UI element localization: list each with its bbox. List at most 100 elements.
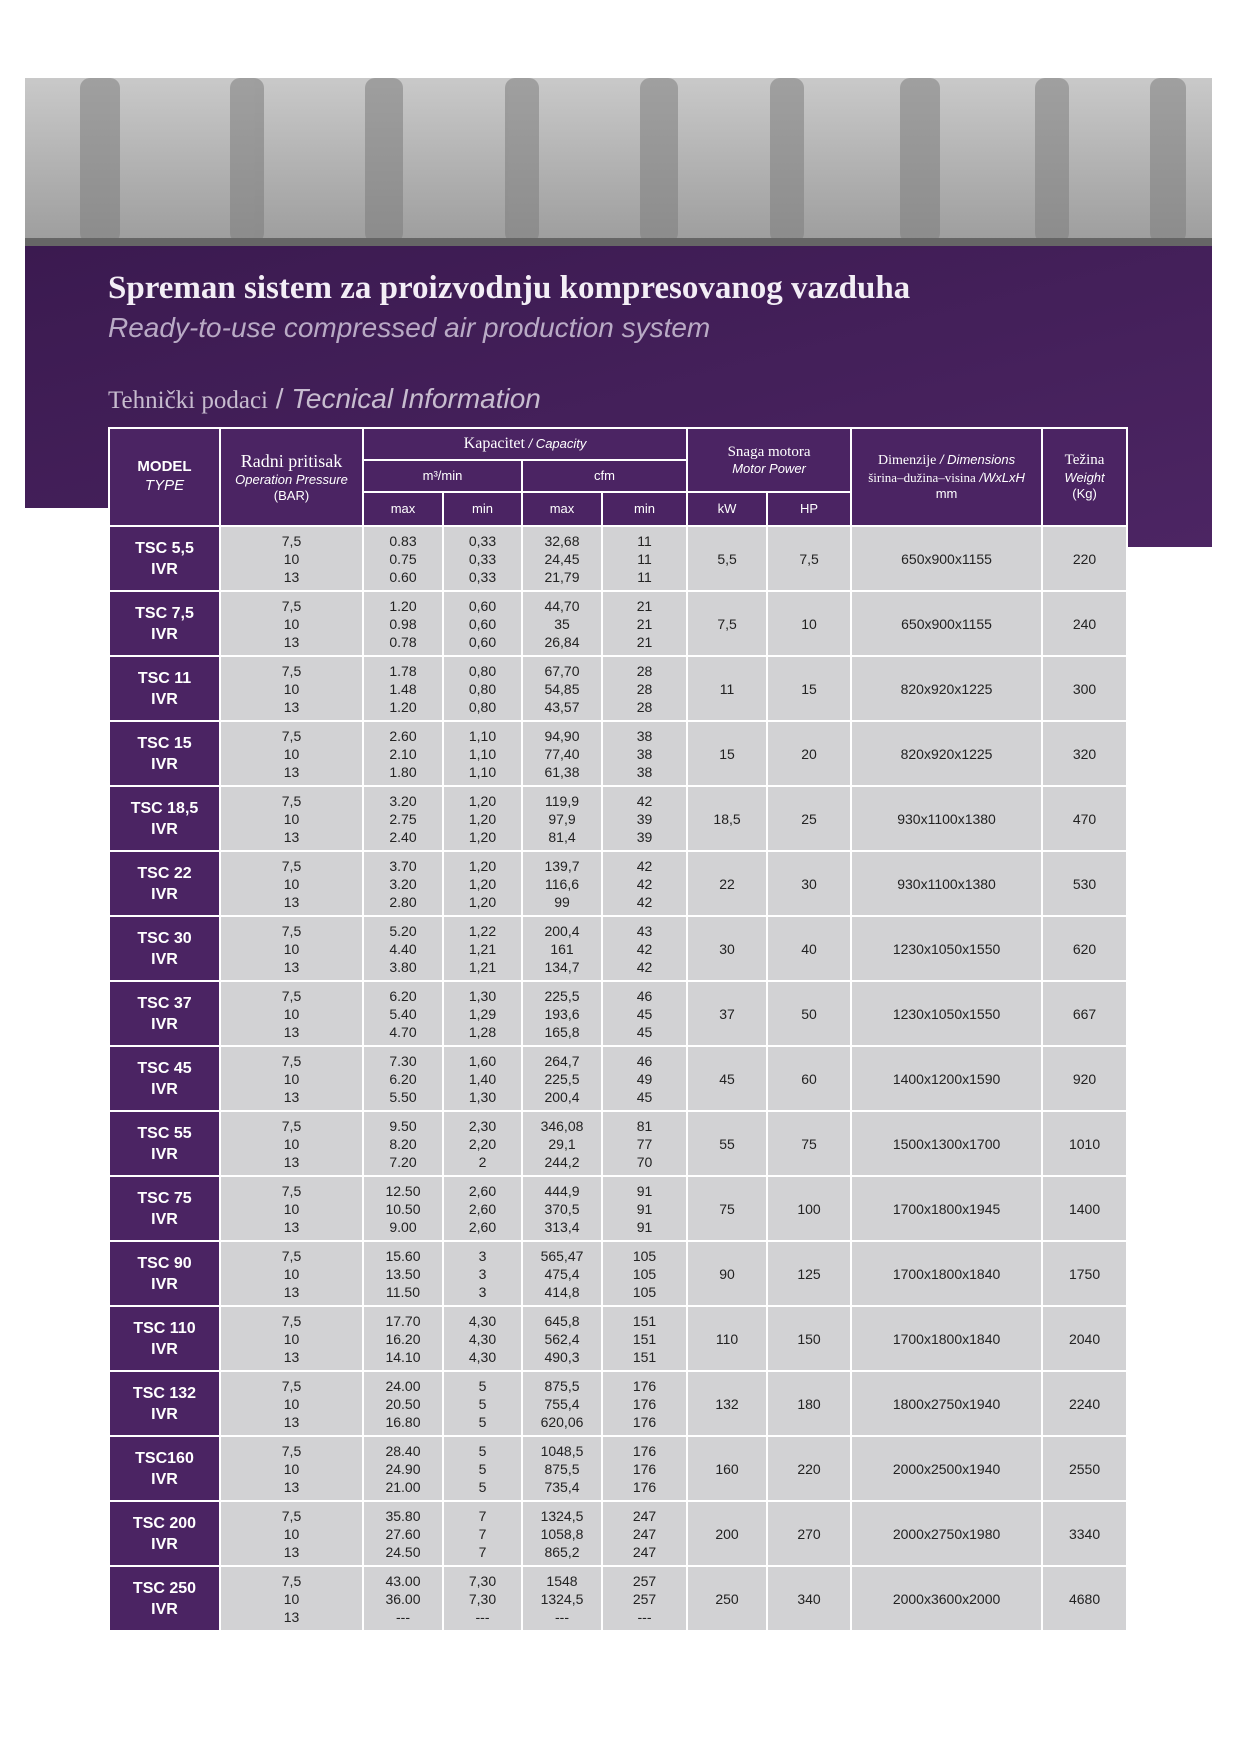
- cell-line: 2,30: [468, 1117, 497, 1134]
- cfm-min-cell: 38 38 38: [600, 720, 689, 787]
- cell-line: 1324,5: [540, 1507, 584, 1524]
- cell-line: 49: [636, 1070, 653, 1087]
- power-header: Snaga motora Motor Power: [686, 427, 853, 493]
- pressure-cell: 7,5 10 13: [219, 525, 364, 592]
- cell-line: 10: [283, 875, 300, 892]
- dims-header: Dimenzije / Dimensions širina–dužina–visi…: [850, 427, 1044, 527]
- cell-line: 7,30: [468, 1590, 497, 1607]
- cell-line: 42: [636, 958, 653, 975]
- table-row: TSC 75 IVR 7,5 10 13 12.50 10.50 9.00 2,60 2,60 2,…: [108, 1175, 1129, 1242]
- cell-line: 21: [636, 633, 653, 650]
- table-body: TSC 5,5 IVR 7,5 10 13 0.83 0.75 0.60 0,33 0,33 0,3…: [108, 525, 1129, 1632]
- model-line: TSC 37: [137, 994, 192, 1012]
- table-row: TSC 18,5 IVR 7,5 10 13 3.20 2.75 2.40 1,20 1,20 1,…: [108, 785, 1129, 852]
- pressure-cell: 7,5 10 13: [219, 1305, 364, 1372]
- m3-max-cell: 2.60 2.10 1.80: [362, 720, 444, 787]
- weight-cell: 240: [1041, 590, 1129, 657]
- cell-line: 44,70: [544, 597, 580, 614]
- cell-line: 13: [283, 568, 300, 585]
- cfm-min-cell: 247 247 247: [600, 1500, 689, 1567]
- cell-line: 10: [283, 550, 300, 567]
- cell-line: 11: [637, 532, 652, 549]
- kw-cell: 22: [686, 850, 769, 917]
- cell-line: 77,40: [544, 745, 580, 762]
- weight-cell: 3340: [1041, 1500, 1129, 1567]
- cell-line: 2.80: [389, 893, 417, 910]
- cfm-max-cell: 1324,5 1058,8 865,2: [521, 1500, 603, 1567]
- cell-line: 28: [636, 662, 653, 679]
- pressure-cell: 7,5 10 13: [219, 785, 364, 852]
- cell-line: 45: [636, 1023, 653, 1040]
- weight-cell: 220: [1041, 525, 1129, 592]
- cell-line: 151: [632, 1312, 657, 1329]
- cell-line: 2,60: [468, 1200, 497, 1217]
- cell-line: 3: [478, 1283, 487, 1300]
- cell-line: 151: [632, 1330, 657, 1347]
- cell-line: 42: [636, 792, 653, 809]
- cfm-max-cell: 94,90 77,40 61,38: [521, 720, 603, 787]
- weight-cell: 620: [1041, 915, 1129, 982]
- cell-line: 0,80: [468, 698, 497, 715]
- cell-line: 414,8: [544, 1283, 580, 1300]
- capacity-sr: Kapacitet: [463, 435, 525, 452]
- m3-min-cell: 0,80 0,80 0,80: [442, 655, 523, 722]
- cell-line: 139,7: [544, 857, 580, 874]
- weight-cell: 470: [1041, 785, 1129, 852]
- cfm-min-cell: 42 42 42: [600, 850, 689, 917]
- cell-line: 45: [636, 1005, 653, 1022]
- cell-line: 2,20: [468, 1135, 497, 1152]
- section-en: Tecnical Information: [291, 383, 541, 414]
- hp-cell: 30: [766, 850, 853, 917]
- cell-line: 7,5: [281, 1312, 302, 1329]
- model-line: IVR: [151, 1015, 178, 1033]
- m3-min-cell: 0,60 0,60 0,60: [442, 590, 523, 657]
- cell-line: 0,60: [468, 633, 497, 650]
- cell-line: 10: [283, 1590, 300, 1607]
- m3-max-cell: 17.70 16.20 14.10: [362, 1305, 444, 1372]
- dims-cell: 820x920x1225: [850, 655, 1044, 722]
- cfm-min-cell: 81 77 70: [600, 1110, 689, 1177]
- cfm-max-cell: 346,08 29,1 244,2: [521, 1110, 603, 1177]
- cell-line: 21,79: [544, 568, 580, 585]
- model-line: TSC 90: [137, 1254, 192, 1272]
- model-line: IVR: [151, 1600, 178, 1618]
- cell-line: 134,7: [544, 958, 580, 975]
- cell-line: 21: [636, 615, 653, 632]
- cell-line: 16.80: [385, 1413, 421, 1430]
- cell-line: 15.60: [385, 1247, 421, 1264]
- weight-cell: 2240: [1041, 1370, 1129, 1437]
- cell-line: 7,5: [281, 1377, 302, 1394]
- cell-line: 1,20: [468, 893, 497, 910]
- kw-cell: 45: [686, 1045, 769, 1112]
- cell-line: 200,4: [544, 922, 580, 939]
- cell-line: 4.40: [389, 940, 417, 957]
- cell-line: 70: [636, 1153, 653, 1170]
- cell-line: 39: [636, 810, 653, 827]
- cell-line: 5: [478, 1413, 487, 1430]
- hp-cell: 125: [766, 1240, 853, 1307]
- pressure-cell: 7,5 10 13: [219, 980, 364, 1047]
- power-en: Motor Power: [732, 461, 806, 477]
- dims-cell: 1700x1800x1840: [850, 1305, 1044, 1372]
- model-line: IVR: [151, 560, 178, 578]
- weight-header: Težina Weight (Kg): [1041, 427, 1129, 527]
- model-cell: TSC 22 IVR: [108, 850, 221, 917]
- cell-line: 13: [283, 763, 300, 780]
- m3-max-cell: 24.00 20.50 16.80: [362, 1370, 444, 1437]
- cell-line: 7,5: [281, 727, 302, 744]
- subtitle: Ready-to-use compressed air production s…: [108, 312, 711, 343]
- m3-min-cell: 1,60 1,40 1,30: [442, 1045, 523, 1112]
- dims-cell: 2000x2750x1980: [850, 1500, 1044, 1567]
- cell-line: 42: [636, 875, 653, 892]
- cell-line: 7: [478, 1543, 487, 1560]
- weight-cell: 4680: [1041, 1565, 1129, 1632]
- cell-line: 13: [283, 958, 300, 975]
- model-line: IVR: [151, 1080, 178, 1098]
- dims-sr: Dimenzije: [878, 453, 937, 468]
- model-line: IVR: [151, 950, 178, 968]
- model-cell: TSC 37 IVR: [108, 980, 221, 1047]
- m3-min-cell: 4,30 4,30 4,30: [442, 1305, 523, 1372]
- cell-line: 3.20: [389, 792, 417, 809]
- m3-min-cell: 1,20 1,20 1,20: [442, 850, 523, 917]
- pressure-cell: 7,5 10 13: [219, 1175, 364, 1242]
